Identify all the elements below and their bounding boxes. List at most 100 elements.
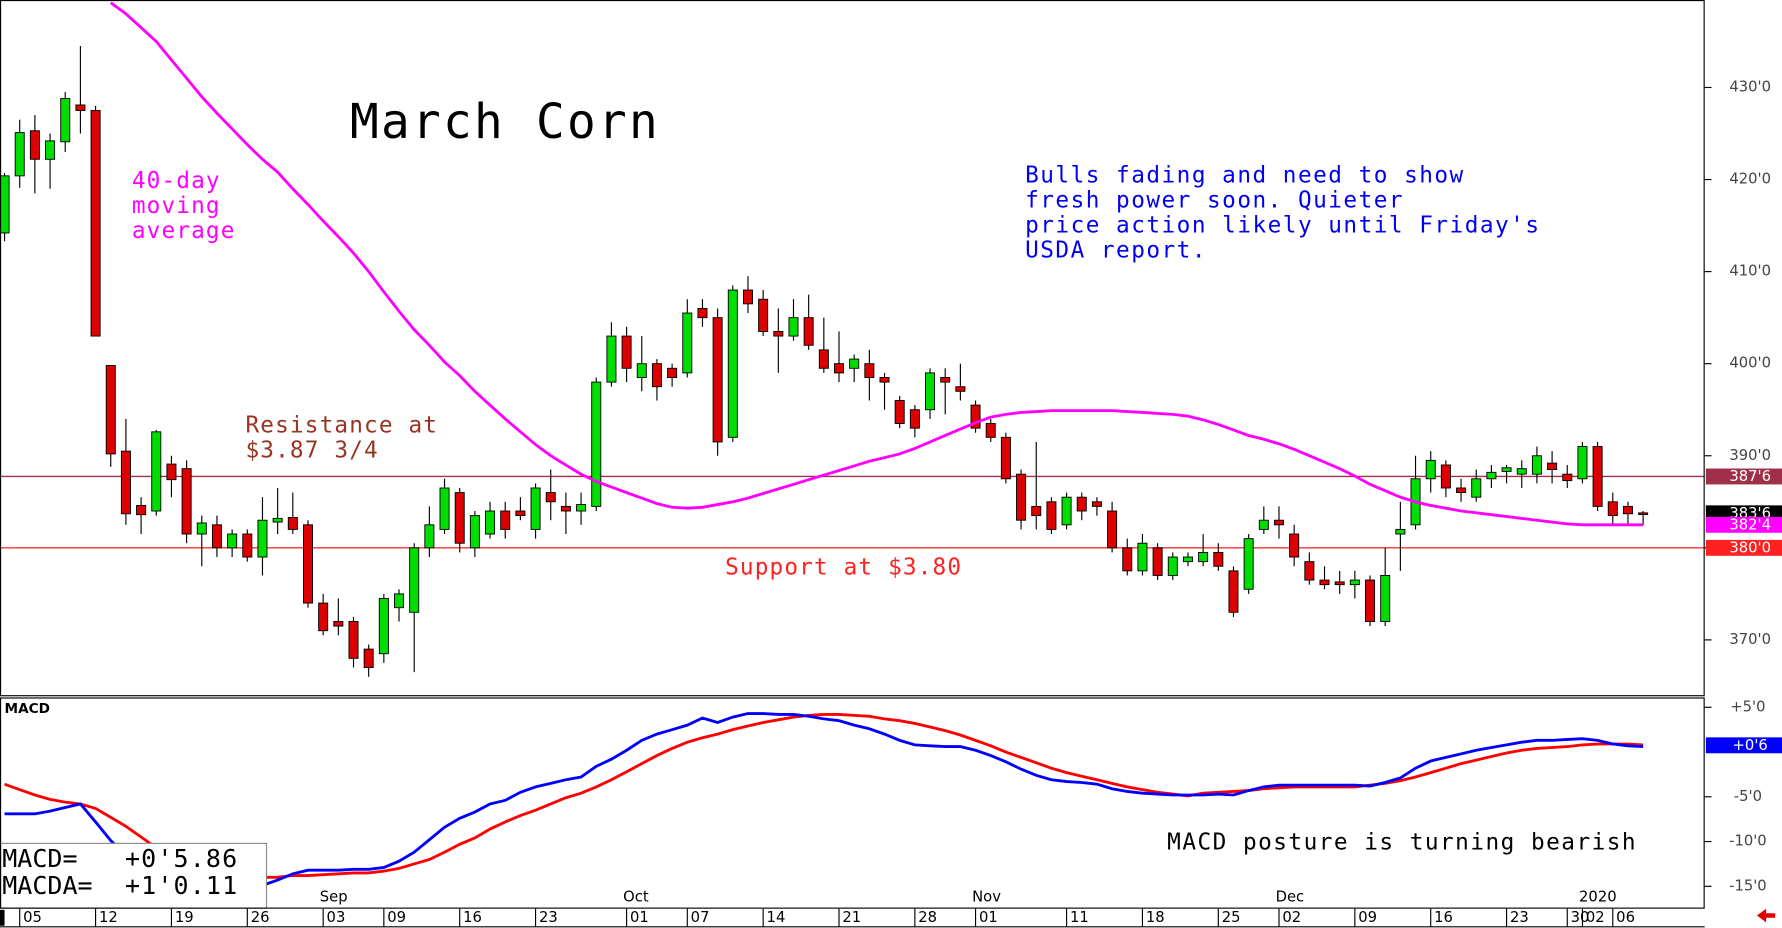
x-tick-label: 21 — [842, 909, 861, 926]
candle-body — [773, 331, 784, 337]
candle-body — [894, 400, 905, 424]
x-tick-label: 07 — [691, 909, 710, 926]
candle-body — [682, 312, 693, 374]
x-tick-label: 01 — [979, 909, 998, 926]
y-tick-label: 410'0 — [1729, 263, 1771, 280]
candle-body — [758, 298, 769, 332]
candle-body — [1198, 551, 1209, 563]
month-label: Oct — [623, 888, 649, 905]
legend-value: +1'0.11 — [125, 871, 238, 900]
candle-body — [636, 363, 647, 378]
candles — [0, 46, 1649, 677]
x-tick-label: 16 — [463, 909, 482, 926]
moving-average-label: moving — [132, 193, 221, 219]
candle-body — [1243, 538, 1254, 590]
y-tick-label: -5'0 — [1734, 788, 1762, 805]
y-tick-label: 370'0 — [1729, 631, 1771, 648]
candle-body — [1304, 561, 1315, 581]
candle-body — [818, 349, 829, 369]
candle-body — [60, 98, 71, 143]
candle-body — [500, 510, 511, 530]
candle-body — [727, 289, 738, 438]
x-tick-label: 14 — [767, 909, 786, 926]
candle-body — [1440, 464, 1451, 489]
candle-body — [151, 431, 162, 512]
candle-body — [1273, 519, 1284, 526]
candle-body — [1622, 505, 1633, 515]
candle-body — [257, 519, 268, 558]
candle-body — [1182, 556, 1193, 563]
candle-body — [909, 409, 920, 429]
candle-body — [394, 593, 405, 609]
y-tick-label: -15'0 — [1729, 877, 1767, 894]
x-tick-label: 16 — [1434, 909, 1453, 926]
x-tick-label: 09 — [1358, 909, 1377, 926]
candle-body — [1562, 473, 1573, 482]
candle-body — [1547, 462, 1558, 471]
candle-body — [788, 317, 799, 337]
scroll-marker — [0, 909, 5, 926]
candle-body — [985, 423, 996, 438]
price-tag — [1705, 539, 1782, 556]
scroll-arrow[interactable] — [1756, 908, 1776, 923]
moving-average-label: 40-day — [132, 168, 221, 194]
candle-body — [1228, 570, 1239, 613]
candle-body — [925, 372, 936, 411]
macd-tag-label: +0'6 — [1733, 737, 1768, 754]
macd-annotation: MACD posture is turning bearish — [1167, 829, 1637, 855]
y-tick-label: 420'0 — [1729, 171, 1771, 188]
annotation: price action likely until Friday's — [1025, 213, 1540, 239]
candle-body — [196, 522, 207, 535]
candle-body — [1289, 533, 1300, 558]
candle-body — [181, 468, 192, 535]
candle-body — [363, 648, 374, 668]
candle-body — [1107, 510, 1118, 549]
candle-body — [1046, 501, 1057, 530]
candle-body — [1000, 436, 1011, 480]
month-label: Nov — [972, 888, 1001, 905]
candle-body — [1577, 446, 1588, 480]
candle-body — [530, 487, 541, 530]
candle-body — [1122, 547, 1133, 572]
candle-body — [211, 524, 222, 549]
legend-name: MACDA= — [2, 871, 92, 900]
candle-body — [1167, 556, 1178, 576]
month-label: 2020 — [1579, 888, 1617, 905]
candle-body — [1016, 473, 1027, 521]
candle-body — [1349, 579, 1360, 586]
candle-body — [1592, 446, 1603, 507]
candle-body — [227, 533, 238, 549]
annotation: Bulls fading and need to show — [1025, 163, 1465, 189]
x-tick-label: 30 — [1571, 909, 1590, 926]
candle-body — [864, 363, 875, 378]
price-tag-label: 380'0 — [1729, 539, 1771, 556]
x-tick-label: 02 — [1282, 909, 1301, 926]
candle-body — [651, 363, 662, 388]
annotation: fresh power soon. Quieter — [1025, 188, 1404, 214]
candle-body — [45, 140, 56, 160]
candle-body — [576, 504, 587, 512]
x-tick-label: 02 — [1586, 909, 1605, 926]
candle-body — [879, 377, 890, 383]
candle-body — [955, 386, 966, 392]
macd-panel-frame — [0, 697, 1705, 909]
x-tick-label: 11 — [1070, 909, 1089, 926]
candle-body — [105, 365, 116, 455]
candle-body — [409, 547, 420, 613]
candle-body — [1137, 542, 1148, 572]
candle-body — [1607, 501, 1618, 517]
month-label: Sep — [320, 888, 348, 905]
candle-body — [1425, 459, 1436, 480]
candle-body — [1531, 455, 1542, 475]
macd-line — [4, 712, 1644, 906]
candle-body — [1213, 551, 1224, 567]
candle-body — [1091, 501, 1102, 507]
candle-body — [515, 510, 526, 517]
x-tick-label: 23 — [539, 909, 558, 926]
annotation: USDA report. — [1025, 238, 1207, 264]
candle-body — [242, 533, 253, 558]
candle-body — [849, 358, 860, 369]
